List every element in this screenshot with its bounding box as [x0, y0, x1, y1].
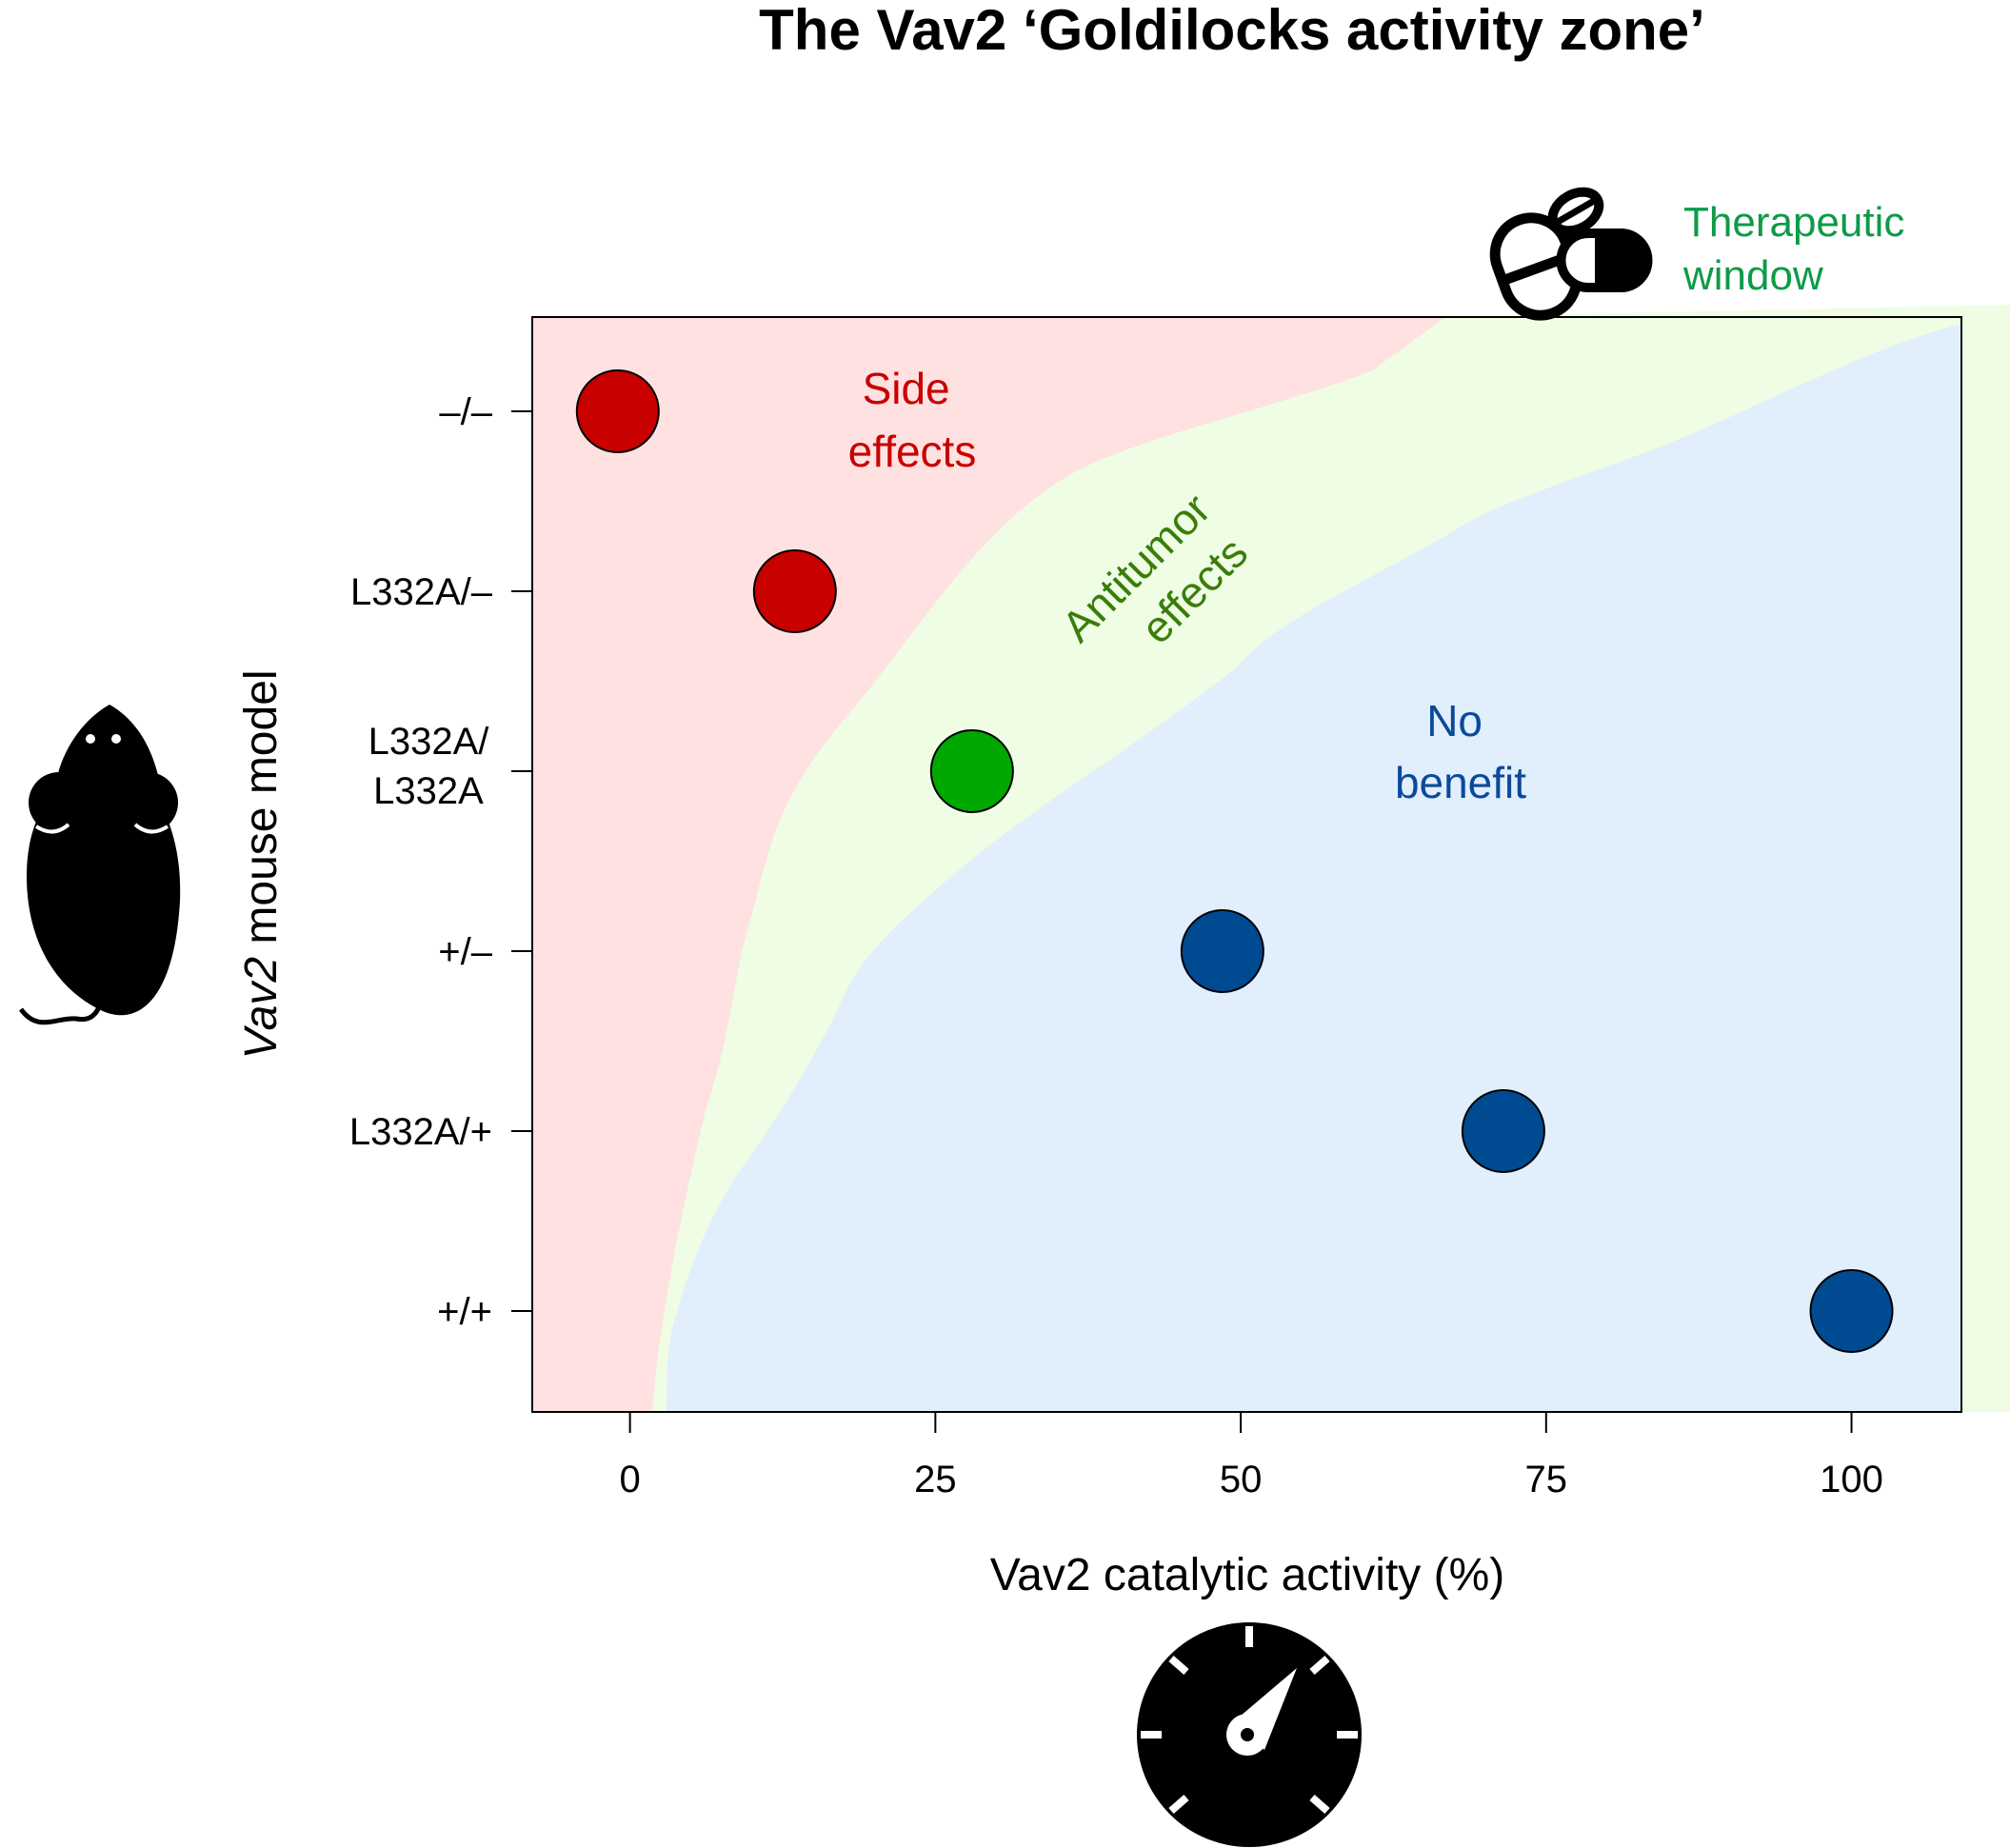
data-point	[1809, 1269, 1894, 1353]
data-point	[1461, 1089, 1545, 1173]
y-tick-label: L332A/–	[350, 571, 493, 613]
x-axis-title: Vav2 catalytic activity (%)	[990, 1550, 1505, 1600]
y-tick-label: –/–	[439, 391, 492, 433]
mouse-icon	[18, 705, 181, 1025]
pills-icon	[1489, 187, 1653, 321]
plot-area	[531, 305, 2010, 1413]
side-effects-label-line-2: effects	[848, 427, 977, 476]
data-point	[575, 369, 660, 453]
data-point	[1180, 909, 1264, 993]
no-benefit-label: No benefit	[1395, 696, 1526, 807]
data-point	[929, 729, 1014, 813]
x-tick-label: 75	[1525, 1459, 1568, 1500]
no-benefit-label-line-1: No	[1426, 696, 1483, 745]
y-tick-label: L332A/L332A	[368, 721, 490, 812]
side-effects-label-line-1: Side	[863, 364, 950, 413]
data-points	[575, 369, 1894, 1353]
x-tick-label: 100	[1820, 1459, 1883, 1500]
no-benefit-label-line-2: benefit	[1395, 758, 1526, 807]
y-axis-title: Vav2 mouse model	[236, 669, 287, 1059]
chart-title: The Vav2 ‘Goldilocks activity zone’	[759, 0, 1705, 62]
no-benefit-region	[667, 324, 1961, 1412]
therapeutic-window-label: Therapeutic window	[1682, 199, 1917, 299]
y-axis-title-italic: Vav2	[236, 957, 287, 1060]
y-tick-label: +/–	[438, 931, 492, 973]
y-tick-label: +/+	[437, 1291, 492, 1333]
x-tick-label: 50	[1220, 1459, 1263, 1500]
gauge-icon	[1137, 1622, 1362, 1847]
x-tick-label: 0	[620, 1459, 641, 1500]
y-tick-label-line: L332A/	[368, 721, 490, 763]
data-point	[752, 549, 837, 633]
y-axis: +/+ L332A/+ +/– L332A/L332A L332A/– –/–	[349, 317, 533, 1412]
y-tick-label: L332A/+	[349, 1111, 492, 1153]
y-axis-title-rest: mouse model	[236, 669, 287, 956]
x-axis: 0 25 50 75 100	[532, 1411, 1961, 1500]
therapeutic-window-line-2: window	[1682, 252, 1823, 299]
y-tick-label-line: L332A	[373, 770, 484, 812]
side-effects-label: Side effects	[848, 364, 977, 476]
x-tick-label: 25	[914, 1459, 957, 1500]
therapeutic-window-line-1: Therapeutic	[1683, 199, 1904, 246]
